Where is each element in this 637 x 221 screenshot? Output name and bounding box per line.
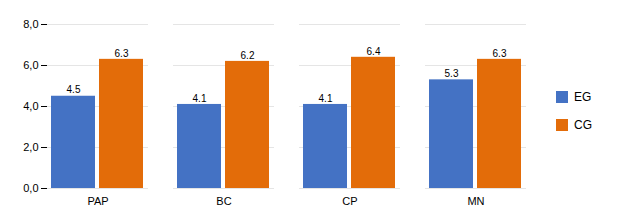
svg-text:PAP: PAP <box>87 195 108 207</box>
svg-text:4.5: 4.5 <box>67 84 81 95</box>
svg-text:6.3: 6.3 <box>493 47 507 58</box>
svg-text:4.1: 4.1 <box>193 92 207 103</box>
svg-text:4.1: 4.1 <box>319 92 333 103</box>
svg-text:6,0: 6,0 <box>23 59 38 71</box>
html-text:EG: EG <box>574 89 592 104</box>
svg-text:2,0: 2,0 <box>23 141 38 153</box>
svg-text:CP: CP <box>342 195 357 207</box>
svg-text:6.4: 6.4 <box>367 45 381 56</box>
svg-text:MN: MN <box>467 195 484 207</box>
svg-text:8,0: 8,0 <box>23 18 38 30</box>
svg-text:6.3: 6.3 <box>115 47 129 58</box>
svg-text:0,0: 0,0 <box>23 182 38 194</box>
svg-text:5.3: 5.3 <box>445 68 459 79</box>
svg-text:4,0: 4,0 <box>23 100 38 112</box>
html-text:CG: CG <box>574 117 592 132</box>
svg-text:BC: BC <box>216 195 231 207</box>
svg-text:6.2: 6.2 <box>241 49 255 60</box>
